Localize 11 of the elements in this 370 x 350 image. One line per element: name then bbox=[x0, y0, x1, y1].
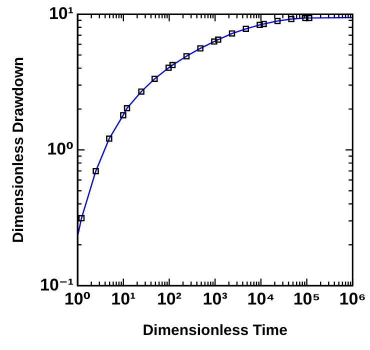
x-tick-label: 10³ bbox=[202, 289, 228, 308]
x-tick-label: 10⁴ bbox=[247, 289, 275, 308]
y-tick-label: 10¹ bbox=[48, 4, 74, 23]
x-tick-label: 10⁶ bbox=[339, 289, 366, 308]
x-axis-title: Dimensionless Time bbox=[142, 322, 288, 340]
y-tick-label: 10⁰ bbox=[47, 140, 74, 159]
x-tick-label: 10¹ bbox=[111, 289, 136, 308]
x-tick-label: 10⁰ bbox=[64, 289, 91, 308]
y-axis-title: Dimensionless Drawdown bbox=[10, 56, 28, 243]
x-tick-label: 10⁵ bbox=[293, 289, 320, 308]
x-tick-label: 10² bbox=[156, 289, 182, 308]
